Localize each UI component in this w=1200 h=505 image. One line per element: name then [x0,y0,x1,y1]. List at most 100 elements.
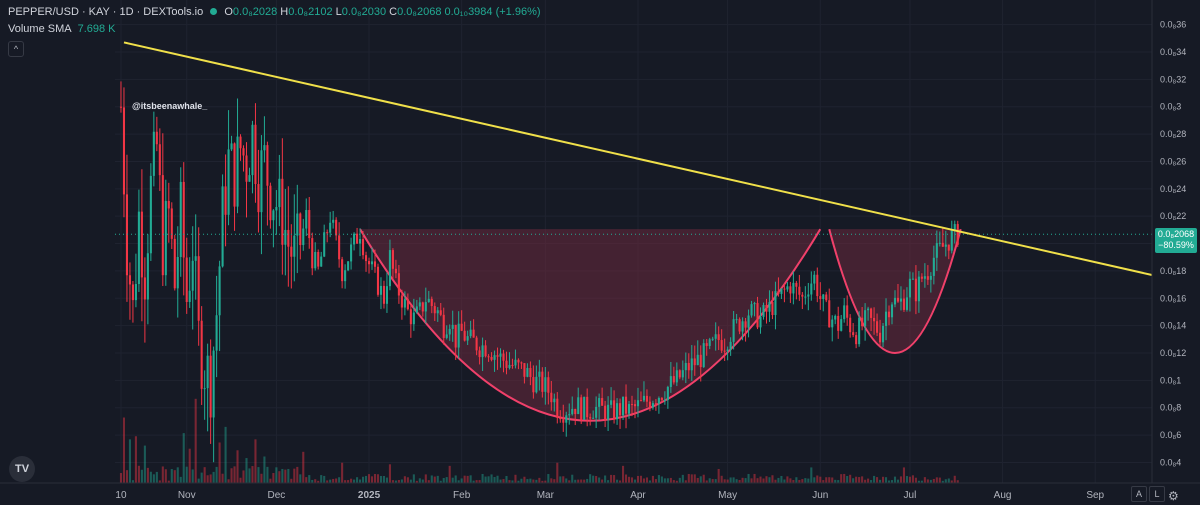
volume-indicator-legend[interactable]: Volume SMA 7.698 K [8,23,116,35]
volume-bar [191,469,194,483]
candle [723,338,726,361]
candle [137,189,140,292]
candle [604,400,607,428]
volume-bar [598,477,601,483]
volume-bar [753,473,756,483]
candle [194,214,197,300]
volume-bar [146,467,149,483]
volume-bar [532,479,535,483]
candle [421,301,424,317]
volume-bar [768,477,771,483]
candle [370,247,374,270]
price-axis[interactable]: 0.0₈4 0.0₈6 0.0₈8 0.0₈1 0.0₈12 0.0₈14 0.0₈16 0.… [1151,0,1186,483]
volume-bar [400,479,403,483]
volume-bar [221,473,224,483]
volume-bar [131,480,134,483]
candle [487,354,490,362]
time-axis[interactable]: 10 Nov Dec 2025 Feb Mar Apr May Jun Jul Aug Sep [0,482,1200,501]
volume-bar [125,470,128,483]
volume-bar [475,480,478,483]
candle [478,346,481,365]
volume-bar [122,417,126,483]
candle [861,307,864,331]
volume-bar [672,480,675,483]
volume-bar [795,477,798,483]
volume-bar [813,477,816,483]
volume-bar [789,478,792,483]
candle [388,239,391,291]
candle [125,154,128,302]
candle [574,408,577,426]
symbol-title[interactable]: PEPPER/USD · KAY · 1D · DEXTools.io [8,6,204,18]
volume-bar [499,479,502,483]
candle [451,310,454,342]
candle [200,306,203,405]
volume-bar [529,478,532,483]
candle [517,358,520,370]
candle [260,135,263,255]
collapse-legend-icon[interactable]: ^ [8,41,24,57]
tradingview-logo[interactable]: TV [9,456,35,482]
volume-bar [320,475,323,483]
volume-bar [887,480,891,483]
candle [565,411,568,437]
candle [672,366,675,385]
candle [654,399,657,411]
candle [947,244,950,260]
candle [323,224,326,258]
volume-bar [218,442,221,483]
volume-bar [726,479,729,483]
candle [541,367,544,398]
log-scale-button[interactable]: L [1149,486,1165,502]
volume-bar [556,462,559,483]
volume-bar [272,472,275,483]
volume-bar [391,480,394,483]
candle [762,302,765,320]
candle [855,331,858,349]
price-tick-label: 0.0₈34 [1160,47,1186,57]
volume-bar [562,476,565,483]
volume-bar [176,467,179,483]
volume-bar [353,479,356,483]
auto-scale-button[interactable]: A [1131,486,1147,502]
candle [765,298,768,324]
candle [583,396,586,420]
price-tick-label: 0.0₈12 [1160,348,1186,358]
candle [538,359,541,391]
candle [914,265,917,315]
volume-bar [442,478,445,483]
candle [690,345,693,381]
gear-icon[interactable]: ⚙ [1168,489,1179,503]
candle [630,395,634,417]
candle [837,306,840,339]
candle [657,396,660,414]
descending-trendline[interactable] [123,41,1153,276]
volume-bar [861,476,864,483]
candle [356,227,359,244]
candle [209,339,212,444]
candle [768,290,771,322]
volume-bar [589,474,592,483]
volume-bar [427,480,430,483]
candle [188,257,191,308]
candle [890,302,894,325]
candle [269,182,272,229]
candle [299,212,302,260]
candle [693,345,696,376]
volume-bar [870,480,873,483]
candle [436,307,439,322]
candle [155,116,158,152]
candle [956,220,959,248]
time-tick-label: Feb [453,490,471,501]
candle [893,290,897,308]
volume-bar [849,474,852,483]
candle [607,396,610,431]
candle [660,396,663,403]
volume-bar [574,479,577,483]
volume-bar [729,477,732,483]
candle [182,162,185,296]
candle [884,298,888,341]
candle [917,270,920,313]
volume-bar [711,479,714,483]
